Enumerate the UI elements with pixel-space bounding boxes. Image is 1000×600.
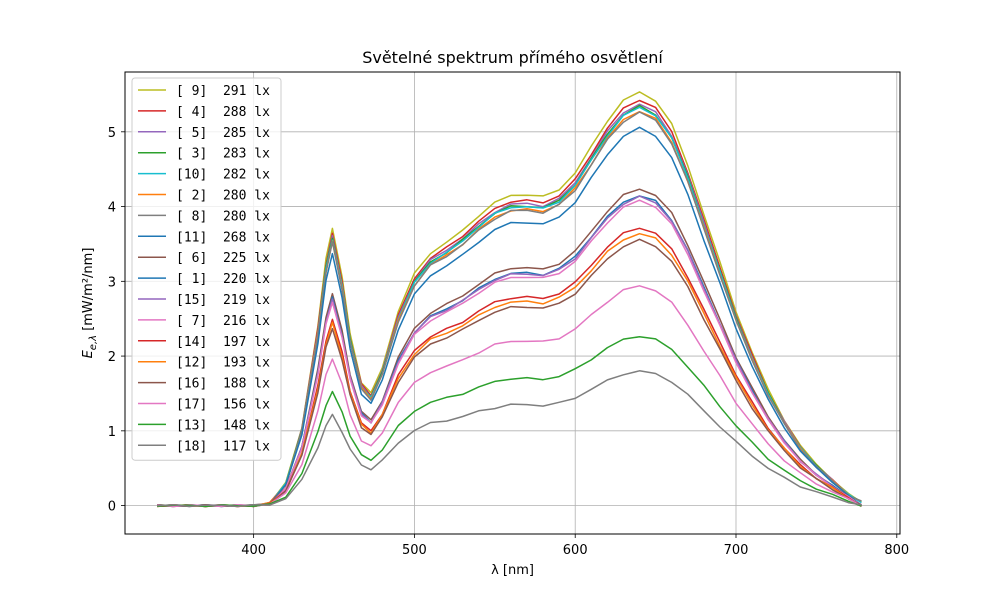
- legend-label: [ 5] 285 lx: [176, 126, 270, 141]
- chart-title: Světelné spektrum přímého osvětlení: [362, 48, 663, 67]
- x-tick-label: 500: [402, 543, 427, 558]
- series-line: [157, 126, 862, 508]
- legend-frame: [131, 77, 282, 461]
- legend-label: [16] 188 lx: [176, 377, 270, 392]
- series-line: [157, 336, 862, 508]
- x-tick-label: 400: [241, 543, 266, 558]
- legend-label: [15] 219 lx: [176, 293, 270, 308]
- legend-label: [13] 148 lx: [176, 418, 270, 433]
- series-line: [157, 370, 862, 508]
- legend-label: [ 2] 280 lx: [176, 189, 270, 204]
- legend-label: [ 3] 283 lx: [176, 147, 270, 162]
- series-group: [157, 91, 862, 508]
- plot-frame: [124, 71, 901, 535]
- y-tick-label: 4: [108, 201, 116, 216]
- y-tick-label: 5: [108, 126, 116, 141]
- series-line: [157, 238, 862, 507]
- x-tick-label: 600: [563, 543, 588, 558]
- legend-label: [14] 197 lx: [176, 335, 270, 350]
- legend-label: [17] 156 lx: [176, 398, 270, 413]
- legend-label: [ 9] 291 lx: [176, 84, 270, 99]
- legend-label: [12] 193 lx: [176, 356, 270, 371]
- x-axis-title: λ [nm]: [491, 563, 534, 578]
- y-tick-label: 2: [108, 350, 116, 365]
- x-tick-label: 700: [724, 543, 749, 558]
- ticks: 400 500 600 700 800 0 1 2 3 4 5: [108, 126, 909, 558]
- legend-label: [ 6] 225 lx: [176, 251, 270, 266]
- legend-label: [ 4] 288 lx: [176, 105, 270, 120]
- legend-label: [11] 268 lx: [176, 230, 270, 245]
- y-tick-label: 0: [108, 500, 116, 515]
- legend-label: [ 7] 216 lx: [176, 314, 270, 329]
- legend-label: [ 1] 220 lx: [176, 272, 270, 287]
- legend: [ 9] 291 lx [ 4] 288 lx [ 5] 285 lx [ 3] 28…: [131, 77, 282, 461]
- series-line: [157, 285, 862, 508]
- y-axis-title: Ee,λ [mW/m²/nm]: [81, 248, 99, 359]
- legend-label: [10] 282 lx: [176, 168, 270, 183]
- series-line: [157, 199, 862, 508]
- legend-label: [ 8] 280 lx: [176, 209, 270, 224]
- legend-label: [18] 117 lx: [176, 439, 270, 454]
- y-tick-label: 3: [108, 275, 116, 290]
- x-tick-label: 800: [884, 543, 909, 558]
- y-tick-label: 1: [108, 425, 116, 440]
